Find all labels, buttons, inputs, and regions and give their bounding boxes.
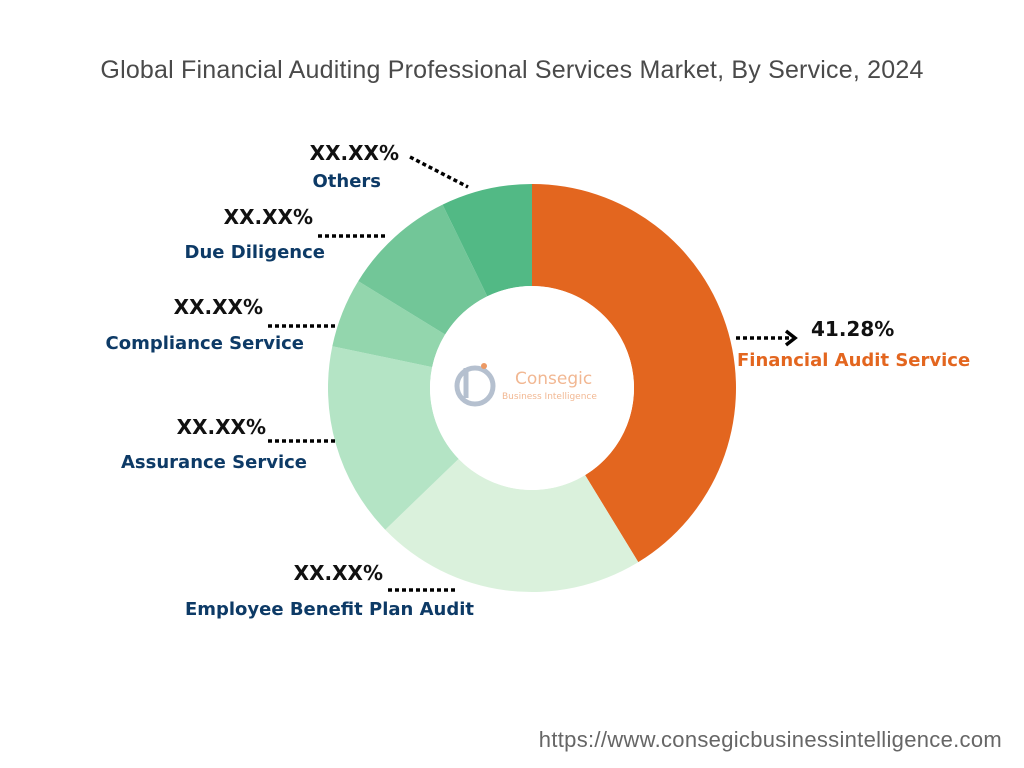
leader-line-others bbox=[409, 155, 469, 189]
category-label-employee-benefit-plan-audit: Employee Benefit Plan Audit bbox=[185, 599, 474, 620]
category-label-assurance-service: Assurance Service bbox=[121, 452, 307, 473]
category-label-due-diligence: Due Diligence bbox=[185, 242, 325, 263]
value-label-assurance-service: XX.XX% bbox=[177, 415, 266, 439]
logo-dot-icon bbox=[481, 363, 487, 369]
slice-compliance-service bbox=[332, 281, 446, 368]
logo-wordmark: Consegic bbox=[515, 369, 592, 389]
value-label-others: XX.XX% bbox=[310, 141, 399, 165]
logo-ring-icon bbox=[454, 365, 496, 407]
slice-annotations: 41.28% Financial Audit Service XX.XX% Emplo… bbox=[106, 141, 971, 620]
slice-others bbox=[442, 184, 532, 297]
source-url: https://www.consegicbusinessintelligence… bbox=[538, 727, 1002, 752]
donut-slices bbox=[327, 184, 737, 593]
value-label-financial-audit-service: 41.28% bbox=[811, 317, 894, 341]
donut-hole bbox=[430, 286, 634, 490]
logo-tagline: Business Intelligence bbox=[502, 392, 597, 402]
category-label-financial-audit-service: Financial Audit Service bbox=[737, 350, 970, 371]
value-label-compliance-service: XX.XX% bbox=[174, 295, 263, 319]
watermark-logo: Consegic Business Intelligence bbox=[454, 363, 597, 407]
slice-financial-audit-service bbox=[532, 184, 737, 563]
chart-title: Global Financial Auditing Professional S… bbox=[100, 56, 924, 84]
category-label-compliance-service: Compliance Service bbox=[106, 333, 305, 354]
arrowhead-icon bbox=[784, 329, 798, 347]
slice-due-diligence bbox=[358, 204, 488, 335]
slice-employee-benefit-plan-audit bbox=[385, 458, 639, 593]
value-label-due-diligence: XX.XX% bbox=[224, 205, 313, 229]
value-label-employee-benefit-plan-audit: XX.XX% bbox=[294, 561, 383, 585]
slice-assurance-service bbox=[327, 346, 459, 530]
category-label-others: Others bbox=[312, 171, 381, 192]
